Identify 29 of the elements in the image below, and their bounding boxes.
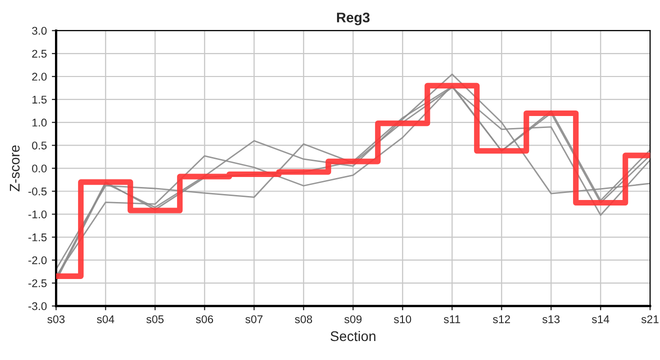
x-tick-label: s10 bbox=[394, 315, 412, 324]
y-tick-label: -2.0 bbox=[28, 256, 47, 264]
y-tick-label: 0.5 bbox=[32, 142, 47, 150]
y-tick-label: 3.0 bbox=[32, 26, 47, 35]
x-tick-label: s07 bbox=[245, 315, 262, 324]
x-tick-label: s03 bbox=[47, 315, 65, 324]
y-tick-label: 2.5 bbox=[32, 50, 47, 58]
x-tick-label: s05 bbox=[146, 315, 164, 324]
chart-title: Reg3 bbox=[337, 12, 370, 26]
y-tick-label: 2.0 bbox=[32, 72, 47, 81]
y-tick-label: 1.0 bbox=[32, 118, 47, 127]
x-tick-label: s06 bbox=[196, 315, 214, 324]
y-tick-label: 1.5 bbox=[32, 96, 47, 104]
x-tick-label: s08 bbox=[294, 315, 312, 324]
x-axis-title: Section bbox=[330, 330, 376, 342]
y-tick-label: -0.5 bbox=[28, 188, 47, 196]
y-tick-label: -1.0 bbox=[28, 210, 47, 218]
y-axis-title: Z-score bbox=[10, 145, 20, 192]
y-tick-label: -3.0 bbox=[28, 302, 47, 310]
x-tick-label: s13 bbox=[542, 315, 560, 324]
x-tick-label: s04 bbox=[96, 315, 114, 324]
y-tick-label: -2.5 bbox=[28, 279, 47, 288]
x-tick-label: s09 bbox=[344, 315, 362, 324]
x-tick-label: s11 bbox=[444, 315, 460, 324]
x-tick-label: s21 bbox=[641, 315, 659, 324]
x-tick-label: s12 bbox=[492, 315, 510, 324]
x-tick-label: s14 bbox=[592, 315, 610, 324]
y-tick-label: -1.5 bbox=[28, 234, 47, 242]
y-tick-label: 0.0 bbox=[32, 164, 47, 172]
